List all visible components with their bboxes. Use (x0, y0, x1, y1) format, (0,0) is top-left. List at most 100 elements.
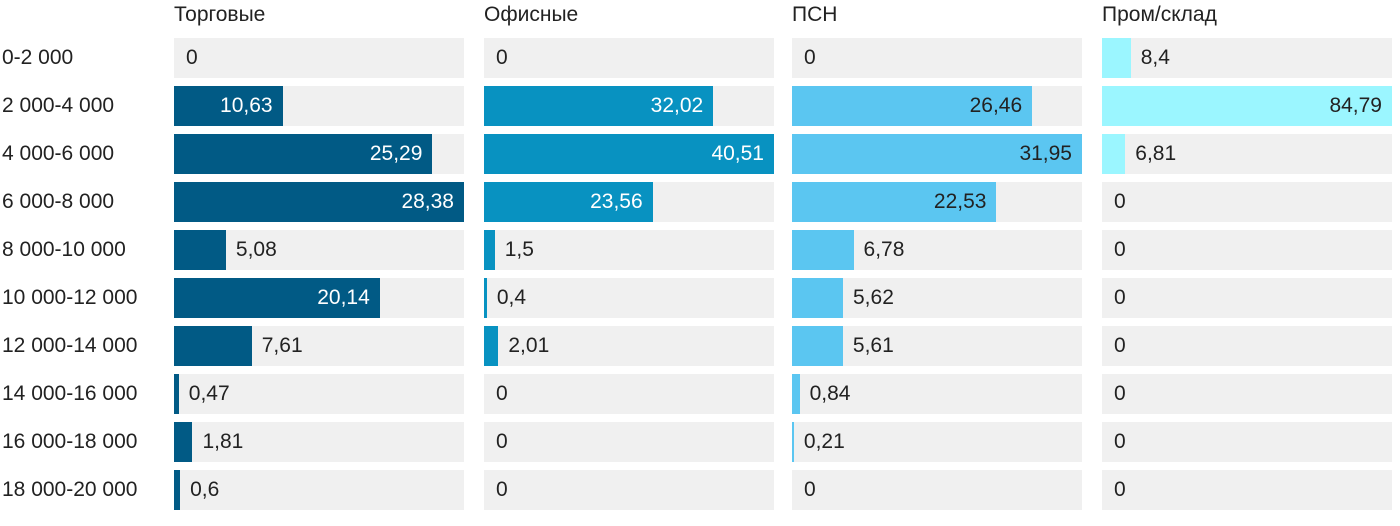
series-title: Офисные (484, 3, 579, 26)
category-label: 12 000-14 000 (2, 334, 138, 357)
data-label: 8,4 (1140, 46, 1170, 69)
data-label: 0 (804, 46, 816, 69)
data-label: 26,46 (969, 94, 1023, 117)
data-label: 0 (496, 430, 508, 453)
bar-track: 0 (484, 38, 774, 78)
data-label: 0 (1114, 334, 1126, 357)
data-label: 0 (496, 382, 508, 405)
data-label: 10,63 (220, 94, 273, 117)
bar (174, 470, 181, 510)
category-label: 8 000-10 000 (2, 238, 126, 261)
data-label: 0 (1114, 238, 1126, 261)
bar (174, 134, 433, 174)
data-label: 0 (496, 46, 508, 69)
data-label: 5,08 (235, 238, 277, 261)
category-label: 0-2 000 (2, 46, 74, 69)
bar-track: 0 (484, 374, 774, 414)
bar-track: 0 (1102, 326, 1392, 366)
category-label: 2 000-4 000 (2, 94, 115, 117)
data-label: 0 (1114, 382, 1126, 405)
bar (792, 182, 997, 222)
data-label: 0 (1114, 430, 1126, 453)
bar-track: 0 (484, 470, 774, 510)
data-label: 7,61 (261, 334, 303, 357)
bar (1102, 38, 1131, 78)
series-title: Торговые (174, 3, 266, 26)
data-label: 0 (1114, 286, 1126, 309)
bar-track: 22,53 (792, 182, 1082, 222)
bar-track: 0,6 (174, 470, 464, 510)
bar (792, 422, 794, 462)
data-label: 0,21 (803, 430, 845, 453)
data-label: 0,6 (190, 478, 220, 501)
bar (484, 134, 774, 174)
bar-track: 0,84 (792, 374, 1082, 414)
bar (484, 86, 714, 126)
bar-track: 0 (174, 38, 464, 78)
data-label: 0 (804, 478, 816, 501)
bar (792, 326, 843, 366)
data-label: 40,51 (711, 142, 764, 165)
bar (792, 230, 854, 270)
bar-track: 0 (1102, 374, 1392, 414)
bar-track: 25,29 (174, 134, 464, 174)
bar-track: 40,51 (484, 134, 774, 174)
bar-track: 26,46 (792, 86, 1082, 126)
data-label: 0,4 (496, 286, 527, 309)
bar-track: 0 (484, 422, 774, 462)
data-label: 25,29 (369, 142, 423, 165)
bar (174, 326, 252, 366)
bar-track: 1,5 (484, 230, 774, 270)
data-label: 84,79 (1329, 94, 1382, 117)
data-label: 23,56 (590, 190, 643, 213)
bar-track: 5,08 (174, 230, 464, 270)
bar-track: 0 (1102, 422, 1392, 462)
data-label: 0,47 (188, 382, 230, 405)
category-label: 16 000-18 000 (2, 430, 138, 453)
bar-track: 5,62 (792, 278, 1082, 318)
bar-track: 0 (1102, 182, 1392, 222)
bar (174, 86, 283, 126)
bar-track: 1,81 (174, 422, 464, 462)
category-label: 14 000-16 000 (2, 382, 138, 405)
series-title: Пром/склад (1102, 3, 1217, 26)
bar-track: 6,81 (1102, 134, 1392, 174)
data-label: 5,61 (852, 334, 894, 357)
bar-track: 32,02 (484, 86, 774, 126)
data-label: 0,84 (809, 382, 851, 405)
bar (174, 278, 380, 318)
series-title: ПСН (792, 3, 838, 26)
category-label: 4 000-6 000 (2, 142, 115, 165)
bar (174, 230, 226, 270)
bar (792, 86, 1033, 126)
bar-track: 0,4 (484, 278, 774, 318)
bar (174, 374, 179, 414)
bar-track: 7,61 (174, 326, 464, 366)
bar-track: 0 (1102, 278, 1392, 318)
bar-track: 23,56 (484, 182, 774, 222)
data-label: 0 (496, 478, 508, 501)
bar-track: 0,21 (792, 422, 1082, 462)
bar-track: 0 (1102, 230, 1392, 270)
bar (484, 182, 653, 222)
data-label: 0 (186, 46, 198, 69)
bar-track: 0 (792, 38, 1082, 78)
data-label: 28,38 (401, 190, 454, 213)
bar-track: 31,95 (792, 134, 1082, 174)
data-label: 20,14 (317, 286, 370, 309)
data-label: 22,53 (933, 190, 987, 213)
data-label: 1,81 (202, 430, 244, 453)
data-label: 31,95 (1019, 142, 1072, 165)
bar-track: 28,38 (174, 182, 464, 222)
bar-track: 20,14 (174, 278, 464, 318)
bar (1102, 86, 1392, 126)
data-label: 6,81 (1135, 142, 1177, 165)
bar (174, 182, 464, 222)
data-label: 0 (1114, 190, 1126, 213)
data-label: 5,62 (853, 286, 894, 309)
bar (484, 278, 487, 318)
data-label: 32,02 (650, 94, 704, 117)
data-label: 2,01 (508, 334, 550, 357)
category-label: 10 000-12 000 (2, 286, 138, 309)
